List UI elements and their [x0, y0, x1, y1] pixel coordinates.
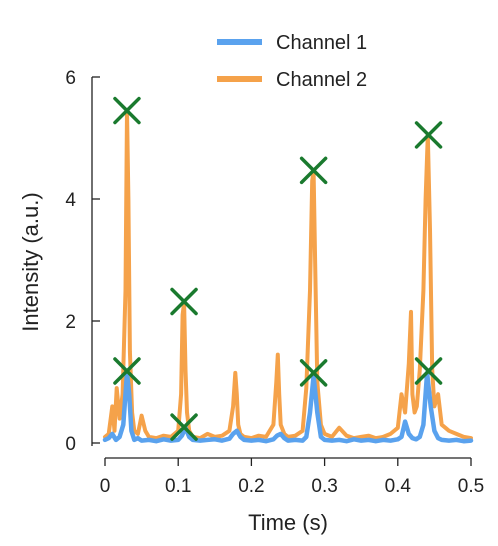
axes-layer — [91, 77, 471, 459]
peak-marker-layer — [113, 96, 443, 441]
y-tick-label-3: 6 — [65, 68, 76, 89]
y-tick-label-0: 0 — [65, 434, 76, 455]
legend: Channel 1 Channel 2 — [217, 32, 367, 91]
x-tick-label-4: 0.4 — [385, 476, 412, 497]
x-tick-label-0: 0 — [100, 476, 111, 497]
legend-label-channel-2: Channel 2 — [276, 69, 367, 91]
peak-marker-channel-1-1 — [113, 357, 141, 385]
x-tick-label-2: 0.2 — [238, 476, 264, 497]
series-line-channel-1 — [102, 370, 474, 444]
series-layer — [102, 108, 474, 444]
ticks-layer: 0 2 4 6 0 0.1 0.2 0.3 0.4 0.5 — [65, 68, 484, 497]
y-axis-label: Intensity (a.u.) — [18, 192, 43, 331]
x-tick-label-3: 0.3 — [311, 476, 337, 497]
peak-marker-channel-1-4 — [414, 357, 443, 385]
x-axis-label: Time (s) — [248, 510, 328, 535]
y-tick-label-1: 2 — [65, 312, 76, 333]
peak-marker-channel-2-1 — [113, 96, 141, 125]
x-tick-label-5: 0.5 — [458, 476, 484, 497]
y-tick-label-2: 4 — [65, 190, 76, 211]
legend-label-channel-1: Channel 1 — [276, 32, 367, 54]
series-line-channel-2 — [103, 108, 473, 441]
peak-marker-channel-2-3 — [299, 156, 328, 185]
peak-marker-channel-1-3 — [299, 359, 328, 387]
x-tick-label-1: 0.1 — [165, 476, 191, 497]
peak-marker-channel-1-2 — [170, 413, 198, 441]
peak-marker-channel-2-2 — [170, 287, 198, 316]
peak-marker-channel-2-4 — [414, 121, 443, 149]
